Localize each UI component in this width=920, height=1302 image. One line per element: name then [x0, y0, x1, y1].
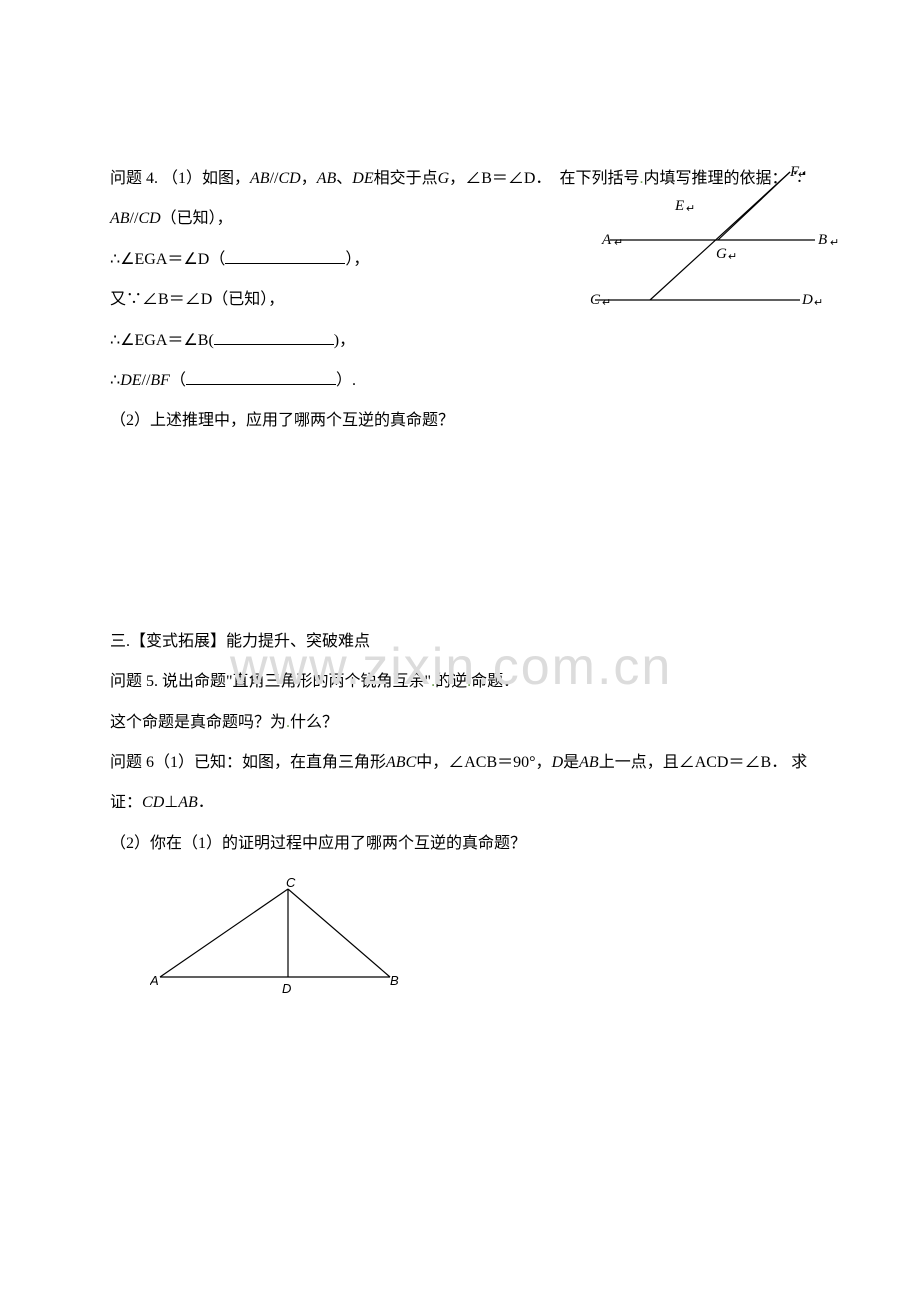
ab: AB	[250, 170, 270, 187]
eq-angle-b: ＝∠B	[729, 754, 772, 771]
svg-text:↵: ↵	[614, 237, 623, 249]
svg-text:D: D	[801, 292, 813, 308]
known2: （已知），	[212, 291, 284, 308]
known: （已知），	[161, 210, 233, 227]
svg-text:↵: ↵	[798, 169, 807, 181]
paren-open-1: （	[209, 251, 225, 268]
eq90: ＝90°，	[497, 754, 551, 771]
eq2: ＝	[169, 291, 185, 308]
paren-close-2: )，	[334, 332, 355, 349]
paren-close-3: ）.	[336, 372, 356, 389]
cd2: CD	[138, 210, 160, 227]
zhong: 中，	[416, 754, 448, 771]
p4-part2-text: （2）上述推理中，应用了哪两个互逆的真命题？	[110, 412, 454, 429]
svg-text:B: B	[390, 973, 399, 988]
intersect: 相交于点	[374, 170, 438, 187]
sep: 、	[336, 170, 352, 187]
svg-text:E: E	[674, 198, 684, 214]
bf: BF	[150, 372, 170, 389]
svg-text:B: B	[818, 232, 827, 248]
comma1: ，	[301, 170, 317, 187]
therefore-3: ∴	[110, 372, 120, 389]
p4-line5: ∴∠EGA＝∠B()，	[110, 322, 810, 360]
svg-text:↵: ↵	[602, 297, 611, 309]
angle-b2: ∠B	[183, 332, 208, 349]
is-on: 是	[563, 754, 579, 771]
ab2: AB	[317, 170, 337, 187]
svg-text:A: A	[601, 232, 612, 248]
problem6-line1: 问题 6（1）已知：如图，在直角三角形ABC中，∠ACB＝90°，D是AB上一点…	[110, 744, 810, 782]
ab2-seg: AB	[178, 794, 198, 811]
p4-line6: ∴DE//BF（）.	[110, 362, 810, 400]
svg-text:↵: ↵	[814, 297, 823, 309]
geometry-figure-1: F ↵ E ↵ A ↵ B ↵ G ↵ C ↵ D ↵	[590, 160, 850, 320]
period-1: ．	[771, 754, 787, 771]
angle-d: ∠D	[183, 251, 209, 268]
p4-part2: （2）上述推理中，应用了哪两个互逆的真命题？	[110, 402, 810, 440]
qiu: 求	[791, 754, 807, 771]
blank-1[interactable]	[225, 248, 345, 264]
period-2: ．	[198, 794, 214, 811]
problem6-part2: （2）你在（1）的证明过程中应用了哪两个互逆的真命题？	[110, 825, 810, 863]
svg-text:C: C	[590, 292, 601, 308]
angle-acd: ∠ACD	[679, 754, 729, 771]
abc: ABC	[386, 754, 416, 771]
g: G	[438, 170, 450, 187]
eq1: ＝	[167, 251, 183, 268]
p6-intro: 问题 6（1）已知：如图，在直角三角形	[110, 754, 386, 771]
blank-2[interactable]	[214, 329, 334, 345]
paren-open-3: （	[170, 372, 186, 389]
d-is: D	[552, 754, 564, 771]
ab-seg: AB	[579, 754, 599, 771]
on-point: 上一点，且	[599, 754, 679, 771]
cd: CD	[278, 170, 300, 187]
ab3: AB	[110, 210, 130, 227]
therefore-2: ∴	[110, 332, 120, 349]
de2: DE	[120, 372, 141, 389]
svg-text:↵: ↵	[830, 237, 839, 249]
angle-acb: ∠ACB	[448, 754, 497, 771]
angle-eq: ∠B＝∠D	[465, 170, 535, 187]
svg-text:↵: ↵	[728, 251, 737, 263]
therefore-1: ∴	[110, 251, 120, 268]
zheng: 证：	[110, 794, 142, 811]
svg-text:A: A	[150, 973, 159, 988]
svg-text:D: D	[282, 981, 291, 996]
eq3: ＝	[167, 332, 183, 349]
comma2: ，	[449, 170, 465, 187]
angle-d2: ∠D	[185, 291, 213, 308]
problem6-line2: 证：CD⊥AB．	[110, 784, 810, 822]
period1: ．	[535, 170, 551, 187]
angle-ega: ∠EGA	[120, 251, 167, 268]
svg-text:G: G	[716, 246, 727, 262]
cd-seg: CD	[142, 794, 164, 811]
perp: ⊥	[164, 794, 178, 811]
geometry-figure-2: A B C D	[150, 877, 410, 997]
angle-ega2: ∠EGA	[120, 332, 167, 349]
angle-b: ∠B	[142, 291, 169, 308]
de: DE	[352, 170, 373, 187]
also-because: 又∵	[110, 291, 142, 308]
watermark: www.zixin.com.cn	[230, 605, 672, 730]
blank-3[interactable]	[186, 369, 336, 385]
svg-text:↵: ↵	[686, 203, 695, 215]
p4-text-1: 问题 4. （1）如图，	[110, 170, 250, 187]
paren-close-1: ），	[345, 251, 369, 268]
p6-part2: （2）你在（1）的证明过程中应用了哪两个互逆的真命题？	[110, 835, 526, 852]
svg-text:C: C	[286, 877, 296, 890]
